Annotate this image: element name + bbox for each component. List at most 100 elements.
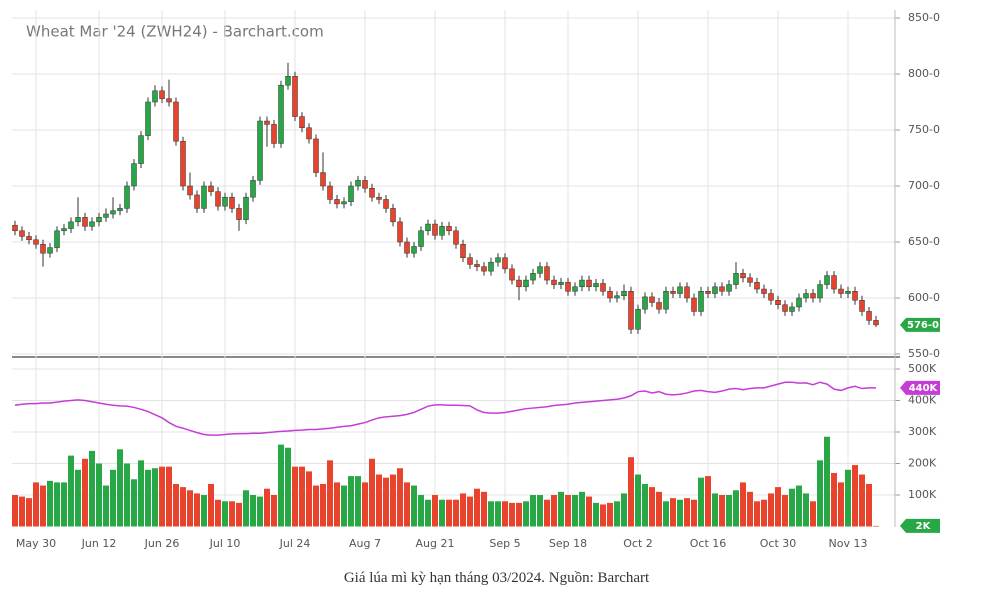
volume-bar (733, 490, 739, 527)
volume-bar (404, 482, 410, 527)
volume-bar (663, 501, 669, 527)
x-tick-label: Jun 12 (81, 537, 117, 550)
volume-bar (341, 485, 347, 527)
volume-bar (103, 485, 109, 527)
candle-body (733, 273, 739, 285)
volume-bar (362, 482, 368, 527)
volume-bar (432, 495, 438, 527)
volume-bar (873, 525, 879, 527)
candle-body (859, 299, 865, 312)
volume-bar (299, 466, 305, 527)
volume-bar (75, 469, 81, 527)
candle-body (110, 210, 116, 215)
volume-bar (859, 474, 865, 527)
candle-body (201, 185, 207, 209)
candle-body (607, 291, 613, 299)
volume-bar (677, 499, 683, 527)
candle-body (96, 217, 102, 223)
x-tick-label: Sep 18 (549, 537, 587, 550)
volume-bar (250, 495, 256, 527)
volume-bar (551, 495, 557, 527)
y-tick-label: 550-0 (908, 347, 940, 360)
candle-body (194, 194, 200, 209)
candle-body (82, 217, 88, 227)
candle-body (705, 291, 711, 294)
volume-bar (600, 504, 606, 527)
candle-body (229, 196, 235, 209)
volume-bar (215, 499, 221, 527)
candle-body (663, 291, 669, 310)
chart-title: Wheat Mar '24 (ZWH24) - Barchart.com (26, 23, 324, 41)
volume-bar (425, 499, 431, 527)
candle-body (516, 279, 522, 288)
candle-body (502, 257, 508, 270)
y2-tick-label: 200K (908, 457, 937, 470)
volume-bar (607, 502, 613, 527)
volume-bar (61, 482, 67, 527)
candle-body (103, 213, 109, 218)
candle-body (817, 284, 823, 299)
volume-bar (635, 474, 641, 527)
candle-body (866, 311, 872, 321)
volume-bar (278, 444, 284, 527)
volume-bar (159, 466, 165, 527)
volume-bar (621, 493, 627, 527)
candle-body (537, 266, 543, 274)
volume-bar (96, 463, 102, 527)
volume-bar (26, 498, 32, 527)
volume-bar (824, 436, 830, 527)
candle-body (166, 98, 172, 103)
candle-body (523, 279, 529, 288)
x-tick-label: Oct 16 (690, 537, 727, 550)
volume-bar (726, 495, 732, 527)
y-tick-label: 850-0 (908, 11, 940, 24)
volume-bar (782, 495, 788, 527)
candle-body (278, 84, 284, 144)
candle-body (236, 208, 242, 220)
candle-body (299, 116, 305, 129)
volume-bar (82, 458, 88, 527)
candle-body (89, 221, 95, 227)
candle-body (208, 185, 214, 192)
candle-body (348, 185, 354, 202)
candle-body (292, 75, 298, 117)
volume-bar (684, 498, 690, 527)
candle-body (306, 127, 312, 140)
candle-body (19, 230, 25, 237)
candle-body (719, 286, 725, 292)
volume-bar (271, 495, 277, 527)
candle-body (649, 296, 655, 303)
y-tick-label: 750-0 (908, 123, 940, 136)
volume-bar (831, 472, 837, 527)
candle-body (628, 291, 634, 330)
candle-body (509, 268, 515, 281)
candle-body (824, 275, 830, 285)
volume-bar (691, 499, 697, 527)
volume-bar (243, 490, 249, 527)
candle-body (684, 286, 690, 299)
candle-body (124, 185, 130, 209)
volume-bar (117, 449, 123, 527)
volume-bar (530, 495, 536, 527)
candle-body (75, 217, 81, 223)
candle-body (642, 296, 648, 310)
volume-bar (845, 469, 851, 527)
volume-bar (383, 477, 389, 527)
volume-bar (19, 496, 25, 527)
x-tick-label: Oct 2 (623, 537, 653, 550)
volume-bar (586, 496, 592, 527)
volume-bar (418, 495, 424, 527)
candle-body (810, 293, 816, 299)
y-tick-label: 800-0 (908, 67, 940, 80)
volume-bar (817, 460, 823, 527)
volume-bar (656, 491, 662, 527)
candle-body (495, 257, 501, 263)
candle-body (558, 282, 564, 285)
volume-bar (838, 482, 844, 527)
volume-bar (495, 501, 501, 527)
candle-body (341, 201, 347, 205)
volume-bar (544, 499, 550, 527)
candle-body (551, 279, 557, 285)
x-tick-label: Sep 5 (489, 537, 520, 550)
y2-tick-label: 100K (908, 488, 937, 501)
